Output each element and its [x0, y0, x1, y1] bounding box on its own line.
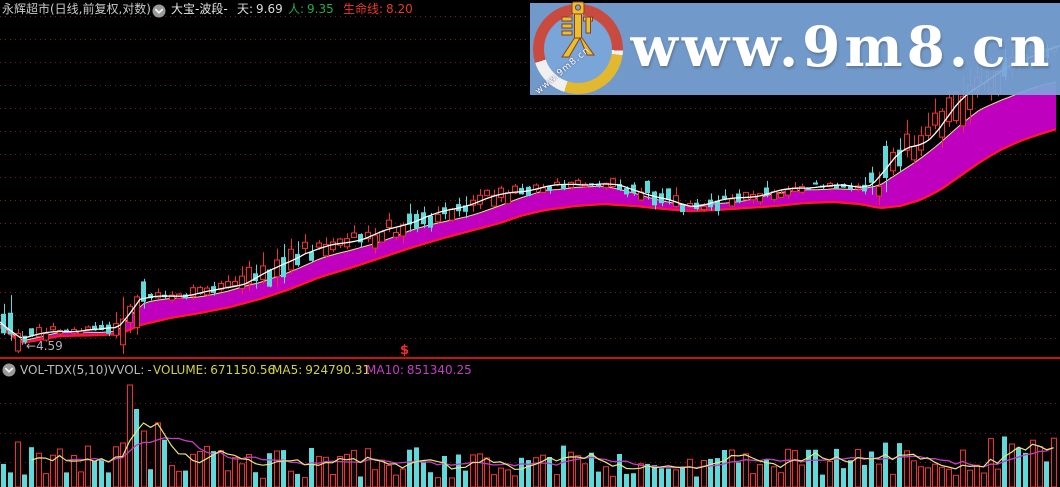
volume-pane-header: VOL-TDX(5,10) VVOL: - VOLUME: 671150.56 MA…	[0, 360, 1060, 379]
indicator-name[interactable]: 大宝-波段-	[171, 2, 228, 16]
ma10-readout: MA10: 851340.25	[366, 363, 472, 377]
metric-tian: 天: 9.69	[237, 2, 283, 16]
watermark-url-text: www.9m8.cn	[630, 13, 1054, 79]
chevron-down-icon[interactable]	[2, 362, 16, 377]
watermark-banner: www.9m8.cn www.9m8.cn	[530, 1, 1060, 97]
9m8-logo-icon: www.9m8.cn	[533, 1, 623, 97]
main-chart-header: 永辉超市(日线,前复权,对数) 大宝-波段- 天: 9.69 人: 9.35 生命线…	[0, 0, 1060, 18]
volume-indicator-name[interactable]: VOL-TDX(5,10)	[20, 363, 109, 377]
volume-readout: VOLUME: 671150.56	[153, 363, 276, 377]
stock-title: 永辉超市(日线,前复权,对数)	[2, 2, 151, 16]
chevron-down-icon[interactable]	[152, 3, 166, 18]
vvol-readout: VVOL: -	[108, 363, 152, 377]
volume-chart-canvas[interactable]	[0, 380, 1060, 487]
price-chart-canvas[interactable]	[0, 0, 1060, 358]
metric-ren: 人: 9.35	[288, 2, 334, 16]
dollar-signal-marker: $	[400, 343, 410, 358]
low-marker-label: ←4.59	[26, 339, 63, 353]
low-marker-tick	[22, 331, 23, 345]
ma5-readout: MA5: 924790.31	[272, 363, 371, 377]
pane-divider	[0, 357, 1060, 359]
metric-shengmingxian: 生命线: 8.20	[343, 2, 413, 16]
